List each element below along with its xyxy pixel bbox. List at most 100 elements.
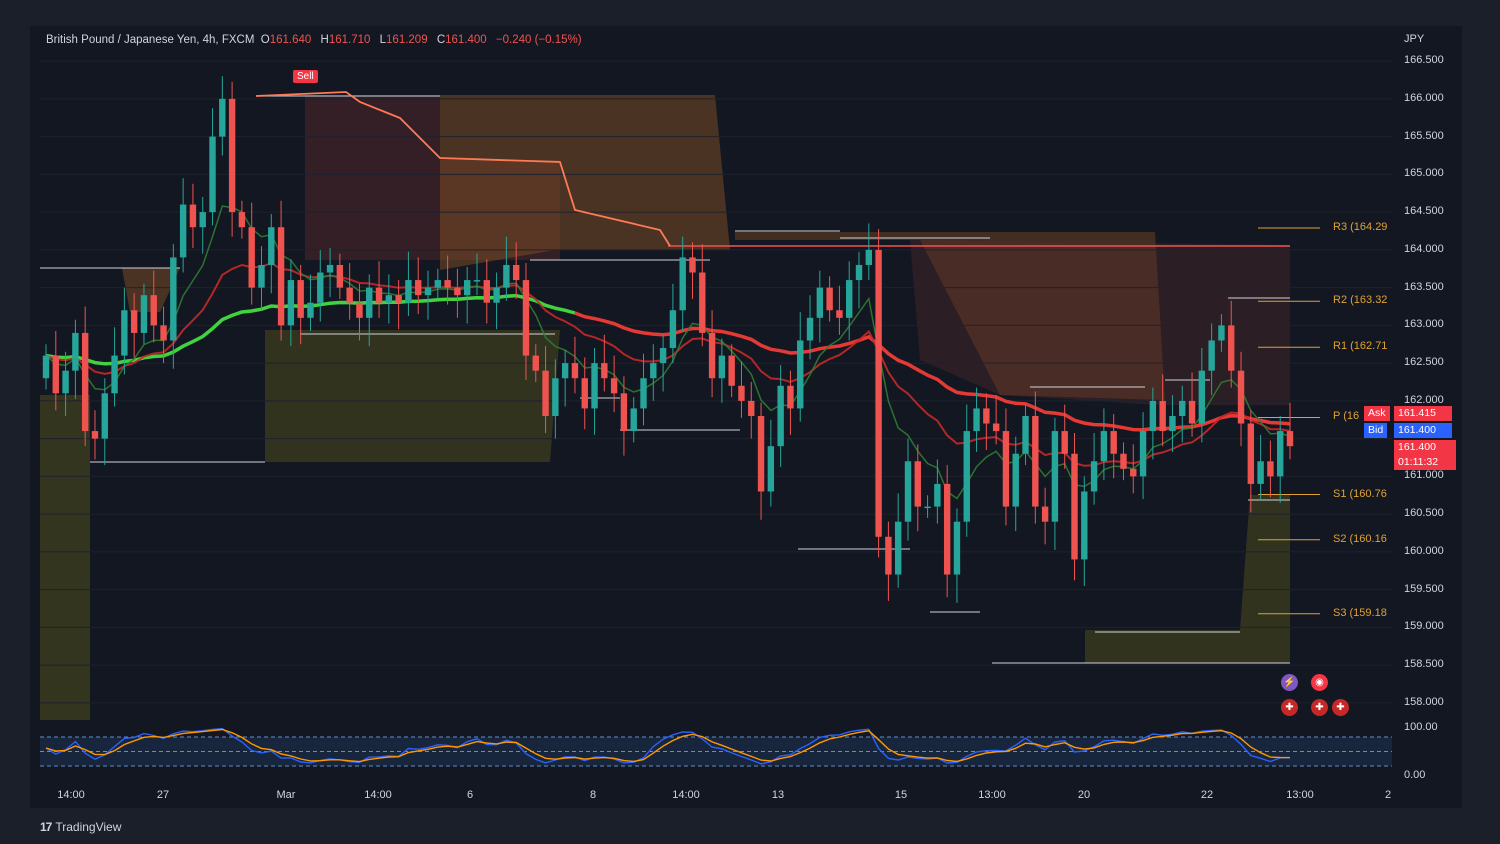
bid-label: Bid: [1364, 423, 1388, 438]
candle-body: [287, 280, 295, 326]
candle-body: [317, 272, 324, 303]
candle-body: [336, 264, 344, 288]
candle-body: [277, 227, 285, 326]
candle-body: [924, 506, 931, 509]
brand-name: TradingView: [55, 820, 122, 834]
candle-body: [258, 264, 265, 288]
candle-body: [1090, 461, 1098, 492]
time-tick: 15: [894, 789, 908, 801]
candle-body: [767, 446, 775, 492]
candle-body: [659, 348, 667, 364]
candle-body: [170, 257, 177, 341]
time-tick: 13:00: [1286, 789, 1314, 801]
candle-body: [42, 355, 50, 379]
candle-body: [101, 393, 108, 439]
low-value: 161.209: [386, 34, 428, 46]
price-tick: 159.000: [1404, 620, 1444, 633]
candle-body: [679, 257, 686, 311]
pivot-label: S3 (159.18: [1333, 606, 1387, 619]
candle-body: [708, 332, 716, 379]
price-tick: 160.000: [1404, 544, 1444, 557]
candle-body: [699, 272, 706, 333]
pivot-label: R3 (164.29: [1333, 220, 1388, 233]
time-tick: 14:00: [364, 789, 392, 801]
price-tick: 159.500: [1404, 582, 1444, 595]
candle-body: [1169, 415, 1176, 432]
candle-body: [62, 370, 69, 394]
candle-body: [346, 287, 353, 303]
tradingview-logo[interactable]: 17 TradingView: [40, 820, 121, 834]
candle-body: [248, 227, 255, 288]
candle-body: [375, 287, 383, 303]
candle-body: [992, 423, 1000, 432]
price-tick: 158.000: [1404, 695, 1444, 708]
candle-body: [552, 378, 559, 416]
price-tick: 164.500: [1404, 205, 1444, 218]
candle-body: [179, 204, 187, 258]
candle-body: [1061, 431, 1068, 454]
candle-body: [1002, 431, 1010, 507]
time-tick: Mar: [276, 789, 296, 801]
supply-zone: [910, 240, 1290, 405]
candle-body: [934, 483, 941, 507]
candle-body: [855, 264, 863, 281]
candle-body: [444, 280, 451, 288]
stoch-k-line: [45, 727, 1290, 765]
price-tick: 164.000: [1404, 242, 1444, 255]
open-label: O: [260, 34, 270, 46]
candle-body: [718, 355, 726, 379]
price-tick: 163.000: [1404, 318, 1444, 331]
target-event-icon[interactable]: ◉: [1311, 674, 1328, 691]
uk-flag-icon[interactable]: ✚: [1311, 699, 1328, 716]
candle-body: [454, 287, 461, 296]
candle-body: [836, 310, 843, 318]
candle-body: [483, 280, 490, 303]
candle-body: [904, 461, 912, 522]
candle-body: [620, 393, 628, 432]
price-tick: 166.500: [1404, 54, 1444, 67]
pivot-label: R1 (162.71: [1333, 340, 1388, 353]
candle-body: [228, 98, 236, 213]
candle-body: [199, 212, 206, 228]
candle-body: [885, 536, 892, 575]
price-tick: 166.000: [1404, 91, 1444, 104]
candle-body: [1100, 431, 1108, 462]
time-tick: 14:00: [57, 789, 85, 801]
candle-body: [787, 385, 794, 409]
candle-body: [542, 370, 549, 416]
uk-flag-icon[interactable]: ✚: [1332, 699, 1349, 716]
candle-body: [1267, 461, 1274, 477]
candle-body: [816, 287, 824, 318]
demand-zone: [1085, 495, 1290, 663]
bid-price: 161.400: [1394, 423, 1452, 438]
flash-event-icon[interactable]: ⚡: [1281, 674, 1298, 691]
price-tick: 160.500: [1404, 507, 1444, 520]
candle-body: [463, 280, 471, 296]
candle-body: [424, 287, 432, 296]
candle-body: [826, 287, 833, 311]
candle-body: [738, 385, 745, 401]
close-value: 161.400: [445, 34, 487, 46]
price-tick: 161.000: [1404, 469, 1444, 482]
candle-body: [650, 363, 657, 379]
uk-flag-icon[interactable]: ✚: [1281, 699, 1298, 716]
candle-body: [219, 98, 226, 137]
pivot-label: P (16: [1333, 410, 1360, 423]
candle-body: [1237, 370, 1245, 424]
candle-body: [307, 302, 314, 318]
time-tick: 14:00: [672, 789, 700, 801]
sell-signal[interactable]: Sell: [293, 70, 318, 83]
candle-body: [591, 363, 598, 409]
candle-body: [140, 295, 148, 333]
candle-body: [1228, 325, 1235, 371]
ask-price: 161.415: [1394, 406, 1452, 421]
oscillator-tick: 0.00: [1404, 769, 1426, 781]
demand-zone: [40, 395, 90, 720]
candle-body: [395, 295, 402, 303]
candle-body: [1130, 468, 1137, 477]
candle-body: [493, 287, 500, 303]
candle-body: [1012, 453, 1019, 507]
candle-body: [81, 332, 89, 432]
candle-body: [189, 204, 197, 228]
